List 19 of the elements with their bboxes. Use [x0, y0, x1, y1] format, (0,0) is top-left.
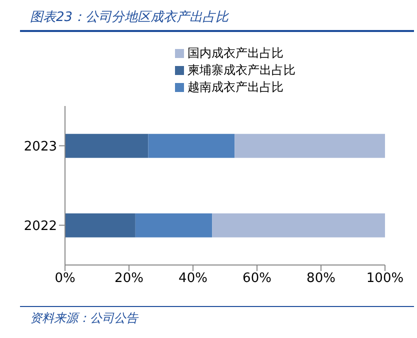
chart-title: 图表23：公司分地区成衣产出占比: [30, 9, 229, 26]
bar: [135, 213, 212, 238]
legend-label: 越南成衣产出占比: [188, 80, 284, 94]
x-tick-label: 80%: [306, 271, 336, 286]
legend-label: 国内成衣产出占比: [188, 46, 284, 60]
bar: [65, 213, 136, 238]
x-tick-label: 100%: [366, 271, 404, 286]
bar: [148, 134, 235, 158]
y-tick-label: 2023: [24, 139, 57, 154]
y-tick-label: 2022: [24, 218, 57, 234]
x-tick-label: 40%: [178, 271, 208, 286]
bar: [212, 213, 385, 238]
bar: [234, 134, 385, 158]
x-tick-label: 60%: [242, 271, 272, 286]
x-tick-label: 20%: [114, 271, 144, 286]
text: 资料来源：公司公告: [30, 310, 138, 327]
legend-label: 柬埔寨成衣产出占比: [188, 63, 296, 77]
x-tick-label: 0%: [54, 271, 76, 286]
bar: [65, 134, 148, 158]
